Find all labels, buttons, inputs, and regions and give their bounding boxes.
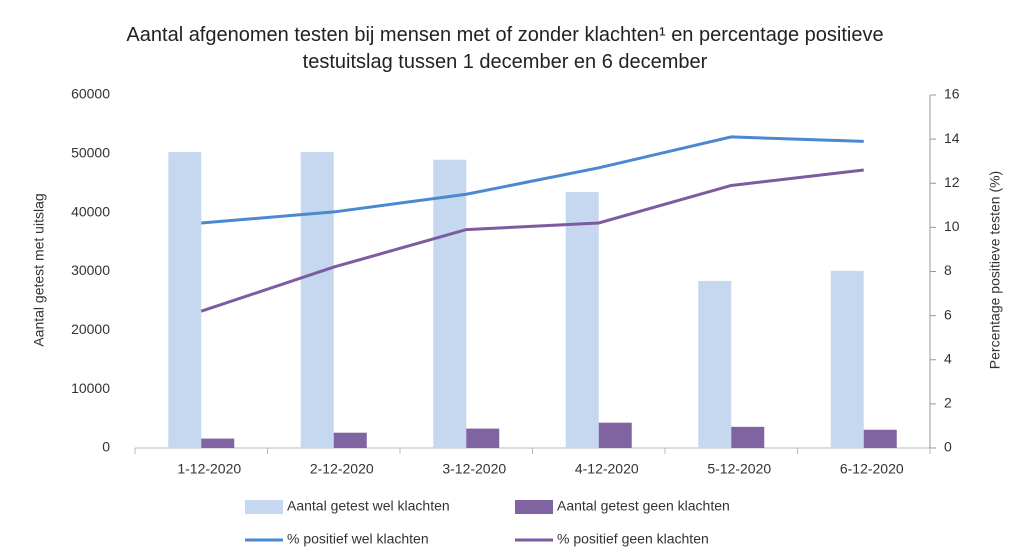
- y2-tick-label: 8: [944, 262, 952, 278]
- line: [200, 168, 864, 313]
- line: [201, 135, 864, 225]
- legend-label: Aantal getest wel klachten: [287, 498, 450, 514]
- y-tick-label: 0: [102, 439, 110, 455]
- y2-tick-label: 16: [944, 86, 960, 102]
- legend-swatch: [245, 500, 283, 514]
- y-tick-label: 10000: [71, 380, 110, 396]
- y2-tick-label: 6: [944, 306, 952, 322]
- y-tick-label: 20000: [71, 321, 110, 337]
- y-tick-label: 60000: [71, 86, 110, 102]
- bar: [168, 152, 202, 448]
- bar: [300, 152, 334, 448]
- y2-tick-label: 12: [944, 174, 960, 190]
- x-tick-label: 4-12-2020: [575, 461, 639, 477]
- y2-tick-label: 2: [944, 395, 952, 411]
- x-tick-label: 2-12-2020: [310, 461, 374, 477]
- bar: [565, 192, 599, 448]
- x-tick-label: 6-12-2020: [840, 461, 904, 477]
- bar: [598, 422, 632, 448]
- y-tick-label: 30000: [71, 262, 110, 278]
- x-tick-label: 3-12-2020: [442, 461, 506, 477]
- bar: [731, 426, 765, 448]
- y-tick-label: 50000: [71, 145, 110, 161]
- bar: [333, 432, 367, 448]
- bar: [698, 280, 732, 448]
- x-tick-label: 5-12-2020: [707, 461, 771, 477]
- y2-tick-label: 10: [944, 218, 960, 234]
- chart-title: Aantal afgenomen testen bij mensen met o…: [126, 24, 884, 73]
- bar: [466, 428, 500, 448]
- bar: [201, 438, 235, 448]
- legend-label: % positief geen klachten: [557, 531, 709, 547]
- legend-swatch: [515, 500, 553, 514]
- y-tick-label: 40000: [71, 203, 110, 219]
- y2-tick-label: 4: [944, 350, 952, 366]
- y-axis-label: Aantal getest met uitslag: [31, 193, 47, 346]
- x-tick-label: 1-12-2020: [177, 461, 241, 477]
- bar: [863, 429, 897, 448]
- legend-label: Aantal getest geen klachten: [557, 498, 730, 514]
- y2-axis-label: Percentage positieve testen (%): [987, 171, 1003, 369]
- bar: [433, 159, 467, 448]
- y2-tick-label: 0: [944, 439, 952, 455]
- y2-tick-label: 14: [944, 130, 960, 146]
- bar: [830, 270, 864, 448]
- legend-label: % positief wel klachten: [287, 531, 429, 547]
